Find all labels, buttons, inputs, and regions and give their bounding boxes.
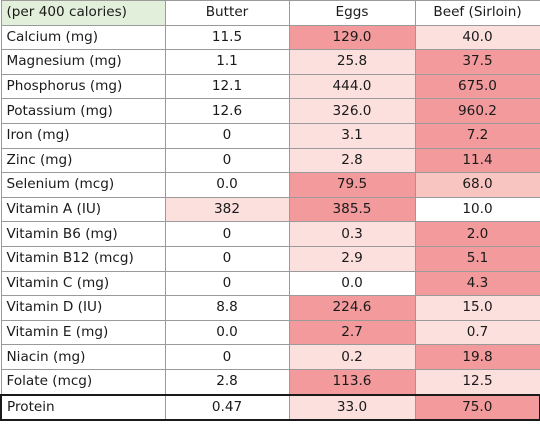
nutrient-name-cell: Vitamin D (IU): [0, 295, 166, 321]
table-row: Calcium (mg) 11.5 129.0 40.0: [0, 24, 540, 51]
value-cell-beef: 15.0: [414, 295, 540, 321]
table-row: Potassium (mg) 12.6 326.0 960.2: [0, 98, 540, 124]
table-row: Phosphorus (mg) 12.1 444.0 675.0: [0, 73, 540, 100]
value-cell-beef: 2.0: [414, 221, 540, 247]
nutrient-name-cell: Vitamin C (mg): [0, 270, 166, 297]
nutrient-name-cell: Vitamin B12 (mcg): [0, 245, 166, 272]
value-cell-eggs: 385.5: [288, 196, 416, 223]
table-row: Vitamin A (IU) 382 385.5 10.0: [0, 196, 540, 223]
value-cell-beef: 675.0: [414, 73, 540, 100]
value-cell-beef: 75.0: [414, 393, 540, 422]
table-row: Selenium (mcg) 0.0 79.5 68.0: [0, 172, 540, 198]
value-cell-eggs: 326.0: [288, 98, 416, 124]
value-cell-butter: 12.1: [164, 73, 290, 100]
value-cell-beef: 40.0: [414, 24, 540, 51]
value-cell-eggs: 2.7: [288, 319, 416, 346]
value-cell-eggs: 25.8: [288, 49, 416, 75]
table-row: Vitamin B6 (mg) 0 0.3 2.0: [0, 221, 540, 247]
table-row: Vitamin B12 (mcg) 0 2.9 5.1: [0, 245, 540, 272]
nutrient-name-cell: Niacin (mg): [0, 344, 166, 370]
table-row: Vitamin C (mg) 0 0.0 4.3: [0, 270, 540, 297]
nutrient-name-cell: Vitamin B6 (mg): [0, 221, 166, 247]
table-row: Folate (mcg) 2.8 113.6 12.5: [0, 368, 540, 396]
table-row: Iron (mg) 0 3.1 7.2: [0, 122, 540, 149]
value-cell-beef: 19.8: [414, 344, 540, 370]
nutrient-name-cell: Zinc (mg): [0, 147, 166, 174]
value-cell-beef: 37.5: [414, 49, 540, 75]
value-cell-beef: 68.0: [414, 172, 540, 198]
table-row: Protein 0.47 33.0 75.0: [0, 393, 540, 422]
value-cell-beef: 7.2: [414, 122, 540, 149]
nutrient-name-cell: Selenium (mcg): [0, 172, 166, 198]
value-cell-butter: 0: [164, 122, 290, 149]
value-cell-butter: 0: [164, 147, 290, 174]
value-cell-butter: 0.0: [164, 172, 290, 198]
table-row: Niacin (mg) 0 0.2 19.8: [0, 344, 540, 370]
value-cell-butter: 0.0: [164, 319, 290, 346]
value-cell-butter: 2.8: [164, 368, 290, 396]
value-cell-beef: 12.5: [414, 368, 540, 396]
value-cell-butter: 382: [164, 196, 290, 223]
value-cell-beef: 960.2: [414, 98, 540, 124]
value-cell-beef: 11.4: [414, 147, 540, 174]
value-cell-eggs: 0.0: [288, 270, 416, 297]
table-row: Zinc (mg) 0 2.8 11.4: [0, 147, 540, 174]
value-cell-butter: 0: [164, 245, 290, 272]
nutrient-name-cell: Potassium (mg): [0, 98, 166, 124]
value-cell-butter: 0: [164, 344, 290, 370]
value-cell-butter: 1.1: [164, 49, 290, 75]
nutrient-name-cell: Phosphorus (mg): [0, 73, 166, 100]
column-header-eggs: Eggs: [288, 0, 416, 26]
value-cell-eggs: 444.0: [288, 73, 416, 100]
column-header-butter: Butter: [164, 0, 290, 26]
value-cell-beef: 5.1: [414, 245, 540, 272]
column-header-beef: Beef (Sirloin): [414, 0, 540, 26]
value-cell-butter: 0.47: [164, 393, 290, 422]
nutrient-name-cell: Vitamin E (mg): [0, 319, 166, 346]
value-cell-butter: 12.6: [164, 98, 290, 124]
table-row: Vitamin E (mg) 0.0 2.7 0.7: [0, 319, 540, 346]
value-cell-eggs: 79.5: [288, 172, 416, 198]
table-row: Vitamin D (IU) 8.8 224.6 15.0: [0, 295, 540, 321]
value-cell-eggs: 2.8: [288, 147, 416, 174]
value-cell-beef: 0.7: [414, 319, 540, 346]
nutrient-name-cell: Iron (mg): [0, 122, 166, 149]
value-cell-butter: 0: [164, 270, 290, 297]
corner-label: (per 400 calories): [0, 0, 166, 26]
nutrient-name-cell: Protein: [0, 393, 166, 422]
value-cell-butter: 11.5: [164, 24, 290, 51]
value-cell-eggs: 33.0: [288, 393, 416, 422]
nutrient-name-cell: Folate (mcg): [0, 368, 166, 396]
table-row: Magnesium (mg) 1.1 25.8 37.5: [0, 49, 540, 75]
value-cell-eggs: 3.1: [288, 122, 416, 149]
nutrient-name-cell: Calcium (mg): [0, 24, 166, 51]
value-cell-beef: 4.3: [414, 270, 540, 297]
value-cell-eggs: 113.6: [288, 368, 416, 396]
value-cell-eggs: 0.2: [288, 344, 416, 370]
value-cell-beef: 10.0: [414, 196, 540, 223]
nutrient-name-cell: Magnesium (mg): [0, 49, 166, 75]
value-cell-butter: 8.8: [164, 295, 290, 321]
header-row: (per 400 calories) Butter Eggs Beef (Sir…: [0, 0, 540, 26]
value-cell-butter: 0: [164, 221, 290, 247]
value-cell-eggs: 2.9: [288, 245, 416, 272]
value-cell-eggs: 129.0: [288, 24, 416, 51]
value-cell-eggs: 0.3: [288, 221, 416, 247]
nutrient-name-cell: Vitamin A (IU): [0, 196, 166, 223]
value-cell-eggs: 224.6: [288, 295, 416, 321]
